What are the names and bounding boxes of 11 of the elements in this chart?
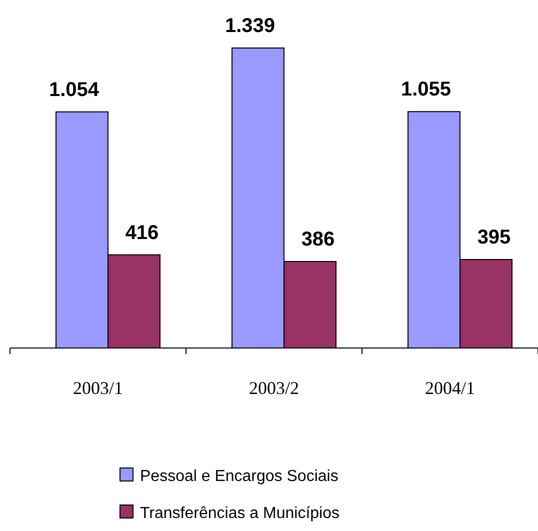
data-label: 1.055 [400, 78, 452, 101]
data-label: 1.339 [224, 15, 276, 37]
x-tick-label: 2003/2 [248, 378, 300, 398]
data-label: 386 [301, 228, 335, 251]
data-label: 416 [125, 222, 159, 244]
x-tick-label: 2003/1 [72, 378, 124, 398]
x-tick-label: 2004/1 [424, 378, 476, 398]
data-label: 1.054 [48, 78, 100, 101]
legend-label: Pessoal e Encargos Sociais [140, 468, 338, 485]
legend-label: Transferências a Municípios [140, 505, 340, 522]
data-label: 395 [477, 226, 511, 248]
